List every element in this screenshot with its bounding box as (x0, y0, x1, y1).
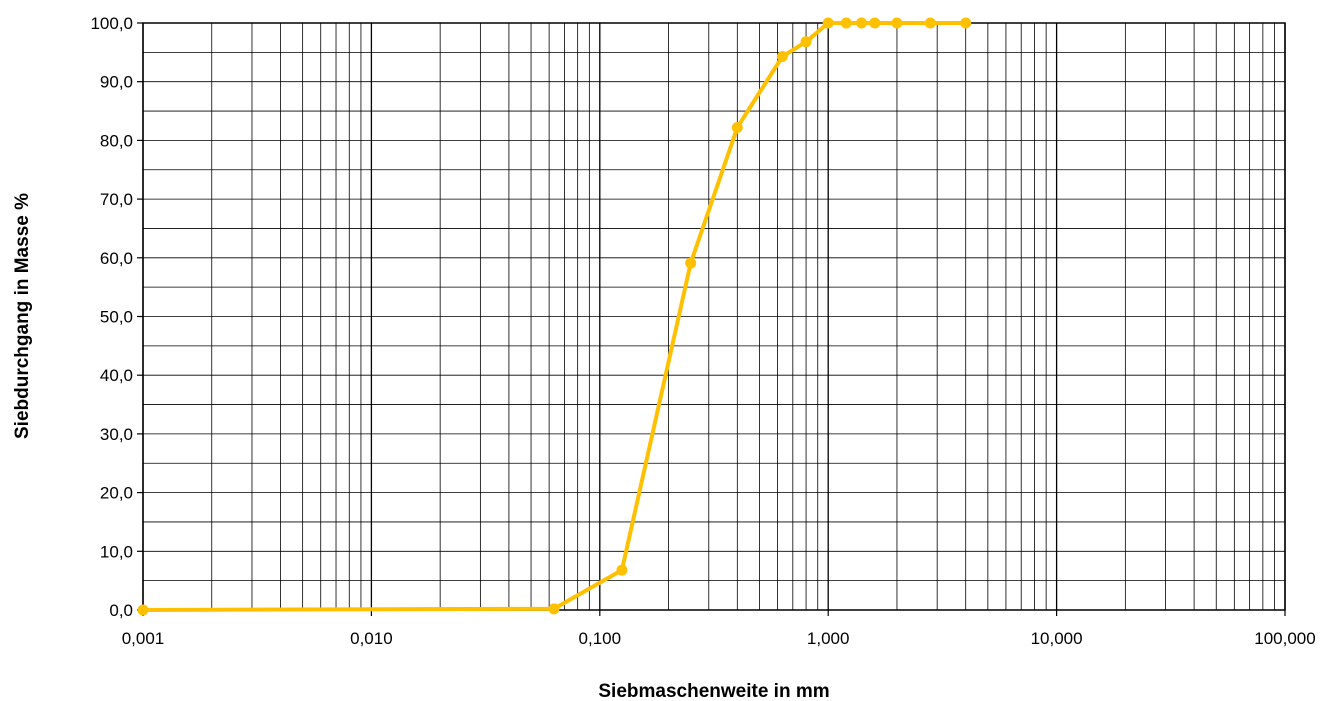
y-tick-label: 20,0 (100, 484, 133, 503)
y-tick-label: 90,0 (100, 73, 133, 92)
data-point (800, 36, 812, 48)
x-tick-label: 0,010 (350, 629, 393, 648)
x-tick-label: 10,000 (1031, 629, 1083, 648)
y-tick-label: 30,0 (100, 425, 133, 444)
data-point (548, 603, 560, 615)
y-axis-title: Siebdurchgang in Masse % (12, 193, 33, 439)
y-tick-label: 50,0 (100, 308, 133, 327)
data-point (616, 564, 628, 576)
y-tick-label: 70,0 (100, 190, 133, 209)
data-point (822, 17, 834, 29)
data-point (856, 17, 868, 29)
y-tick-label: 40,0 (100, 366, 133, 385)
x-tick-labels: 0,001 0,010 0,100 1,000 10,000 100,000 (122, 610, 1316, 648)
y-tick-label: 80,0 (100, 131, 133, 150)
data-point (891, 17, 903, 29)
y-tick-label: 100,0 (90, 14, 133, 33)
series-layer (137, 17, 972, 616)
x-axis-title: Siebmaschenweite in mm (598, 681, 829, 701)
data-point (776, 50, 788, 62)
y-tick-label: 0,0 (109, 601, 133, 620)
x-tick-label: 0,001 (122, 629, 165, 648)
grid-minor (143, 23, 1285, 610)
y-tick-label: 10,0 (100, 542, 133, 561)
data-point (960, 17, 972, 29)
x-tick-label: 0,100 (579, 629, 622, 648)
x-tick-label: 1,000 (807, 629, 850, 648)
data-point (869, 17, 881, 29)
data-point (840, 17, 852, 29)
data-point (731, 121, 743, 133)
data-point (924, 17, 936, 29)
y-tick-label: 60,0 (100, 249, 133, 268)
data-point (685, 257, 697, 269)
x-tick-label: 100,000 (1254, 629, 1315, 648)
y-tick-labels: 0,0 10,0 20,0 30,0 40,0 50,0 60,0 70,0 80,0 90,0 1… (90, 14, 143, 620)
data-point (137, 604, 149, 616)
